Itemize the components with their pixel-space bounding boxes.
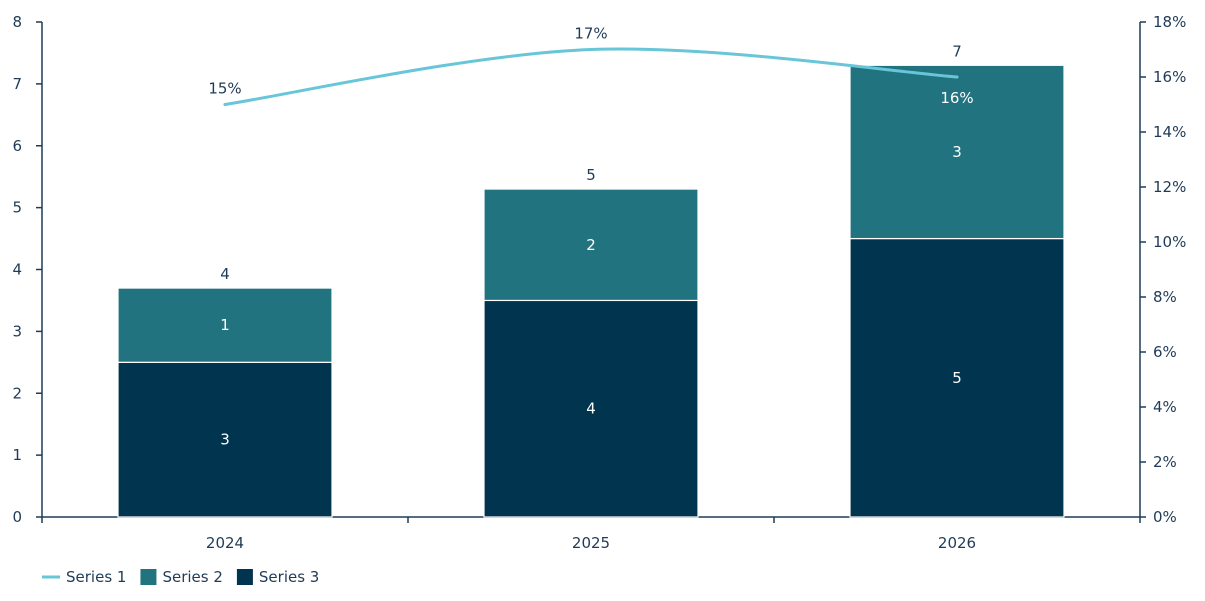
- bar-series-2: [117, 287, 333, 363]
- right-tick-label: 8%: [1153, 288, 1177, 306]
- left-tick-label: 5: [12, 199, 22, 217]
- bar-series-2: [483, 188, 699, 302]
- bar-series-3: [849, 237, 1065, 518]
- bar-data-label: 4: [586, 400, 596, 418]
- bar-series-2: [849, 64, 1065, 240]
- line-series-1: [223, 47, 959, 106]
- line-point: [589, 48, 593, 51]
- line-data-label: 15%: [208, 80, 241, 98]
- bar-series-3: [483, 299, 699, 518]
- left-tick-label: 0: [12, 508, 22, 526]
- left-tick-label: 7: [12, 75, 22, 93]
- stack-total-label: 5: [586, 166, 596, 184]
- bar-data-label: 3: [220, 431, 230, 449]
- right-tick-label: 0%: [1153, 508, 1177, 526]
- stack-total-label: 7: [952, 42, 962, 60]
- bar-data-label: 5: [952, 369, 962, 387]
- bar-data-label: 2: [586, 236, 596, 254]
- stack-total-label: 4: [220, 265, 230, 283]
- legend-label: Series 2: [162, 568, 222, 586]
- left-tick-label: 2: [12, 384, 22, 402]
- right-tick-label: 12%: [1153, 178, 1186, 196]
- legend-box-swatch: [236, 569, 253, 585]
- legend-box-swatch: [140, 569, 157, 585]
- left-tick-label: 3: [12, 322, 22, 340]
- left-tick-label: 6: [12, 137, 22, 155]
- right-tick-label: 10%: [1153, 233, 1186, 251]
- left-tick-label: 4: [12, 261, 22, 279]
- bar-data-label: 1: [220, 316, 230, 334]
- right-tick-label: 16%: [1153, 68, 1186, 86]
- line-point: [955, 75, 959, 79]
- left-tick-label: 8: [12, 13, 22, 31]
- right-tick-label: 6%: [1153, 343, 1177, 361]
- x-tick-label: 2024: [206, 534, 244, 552]
- line-data-label: 16%: [940, 89, 973, 107]
- left-tick-label: 1: [12, 446, 22, 464]
- right-tick-label: 2%: [1153, 453, 1177, 471]
- right-tick-label: 14%: [1153, 123, 1186, 141]
- line-data-label: 17%: [574, 25, 607, 43]
- right-tick-label: 18%: [1153, 13, 1186, 31]
- x-tick-label: 2025: [572, 534, 610, 552]
- legend-label: Series 3: [259, 568, 319, 586]
- x-tick-label: 2026: [938, 534, 976, 552]
- legend-label: Series 1: [66, 568, 126, 586]
- bar-data-label: 3: [952, 143, 962, 161]
- line-point: [223, 103, 227, 106]
- bar-series-3: [117, 361, 333, 518]
- right-tick-label: 4%: [1153, 398, 1177, 416]
